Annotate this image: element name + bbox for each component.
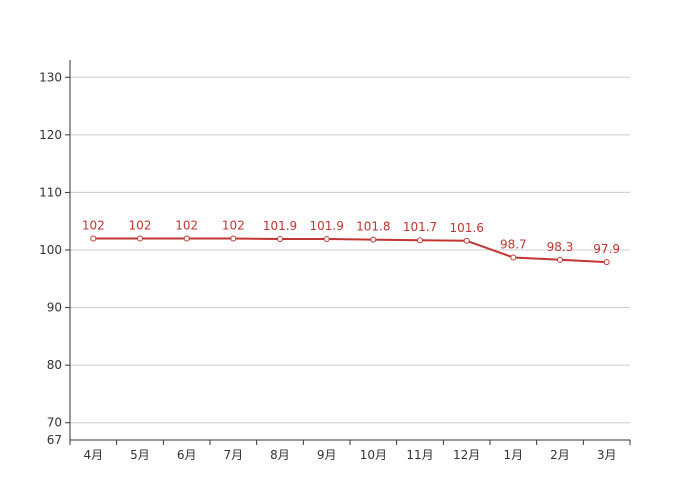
- series-line: [93, 237, 607, 264]
- data-point: [417, 237, 423, 244]
- x-tick-label: 7月: [224, 448, 244, 462]
- data-label: 97.9: [593, 242, 620, 256]
- x-tick-label: 6月: [177, 448, 197, 462]
- y-tick-label: 110: [39, 185, 62, 199]
- data-point: [370, 236, 377, 243]
- y-tick-label: 100: [39, 243, 62, 257]
- x-tick-label: 5月: [130, 448, 150, 462]
- data-label: 102: [82, 218, 105, 232]
- x-tick-label: 11月: [406, 448, 433, 462]
- data-point: [463, 237, 470, 244]
- data-label: 101.9: [263, 219, 297, 233]
- data-point: [230, 235, 237, 242]
- data-point: [557, 256, 563, 263]
- data-label: 102: [175, 218, 198, 232]
- data-label: 102: [222, 218, 245, 232]
- x-tick-label: 8月: [270, 448, 290, 462]
- y-tick-label: 80: [47, 358, 62, 372]
- y-tick-label: 70: [47, 416, 62, 430]
- data-point: [183, 235, 190, 242]
- x-tick-label: 9月: [317, 448, 337, 462]
- x-tick-label: 3月: [597, 448, 617, 462]
- axes: 70 80 90 100 110 120 130 67 4月 5月 6月 7月 8月 9月 10月 11月 12…: [39, 60, 631, 462]
- data-labels: 102 102 102 102 101.9 101.9 101.8 101.7 101.6 98.…: [82, 218, 620, 256]
- y-tick-label: 130: [39, 70, 62, 84]
- data-point: [603, 259, 610, 266]
- y-tick-label: 90: [47, 301, 62, 315]
- data-label: 101.6: [449, 221, 483, 235]
- grid-lines: [70, 76, 630, 424]
- x-tick-label: 1月: [504, 448, 524, 462]
- data-label: 98.3: [547, 240, 574, 254]
- y-axis-min-label: 67: [47, 433, 62, 447]
- x-tick-label: 2月: [550, 448, 570, 462]
- data-point: [323, 236, 330, 243]
- data-label: 101.9: [309, 219, 343, 233]
- data-point: [277, 236, 283, 243]
- y-tick-label: 120: [39, 128, 62, 142]
- x-tick-label: 10月: [360, 448, 387, 462]
- data-label: 101.8: [356, 220, 390, 234]
- x-tick-label: 12月: [453, 448, 480, 462]
- data-label: 102: [129, 218, 152, 232]
- data-label: 101.7: [403, 220, 437, 234]
- data-point: [137, 235, 143, 242]
- series: [90, 235, 610, 266]
- x-tick-label: 4月: [84, 448, 104, 462]
- data-point: [90, 235, 97, 242]
- data-label: 98.7: [500, 237, 527, 251]
- data-point: [510, 254, 517, 261]
